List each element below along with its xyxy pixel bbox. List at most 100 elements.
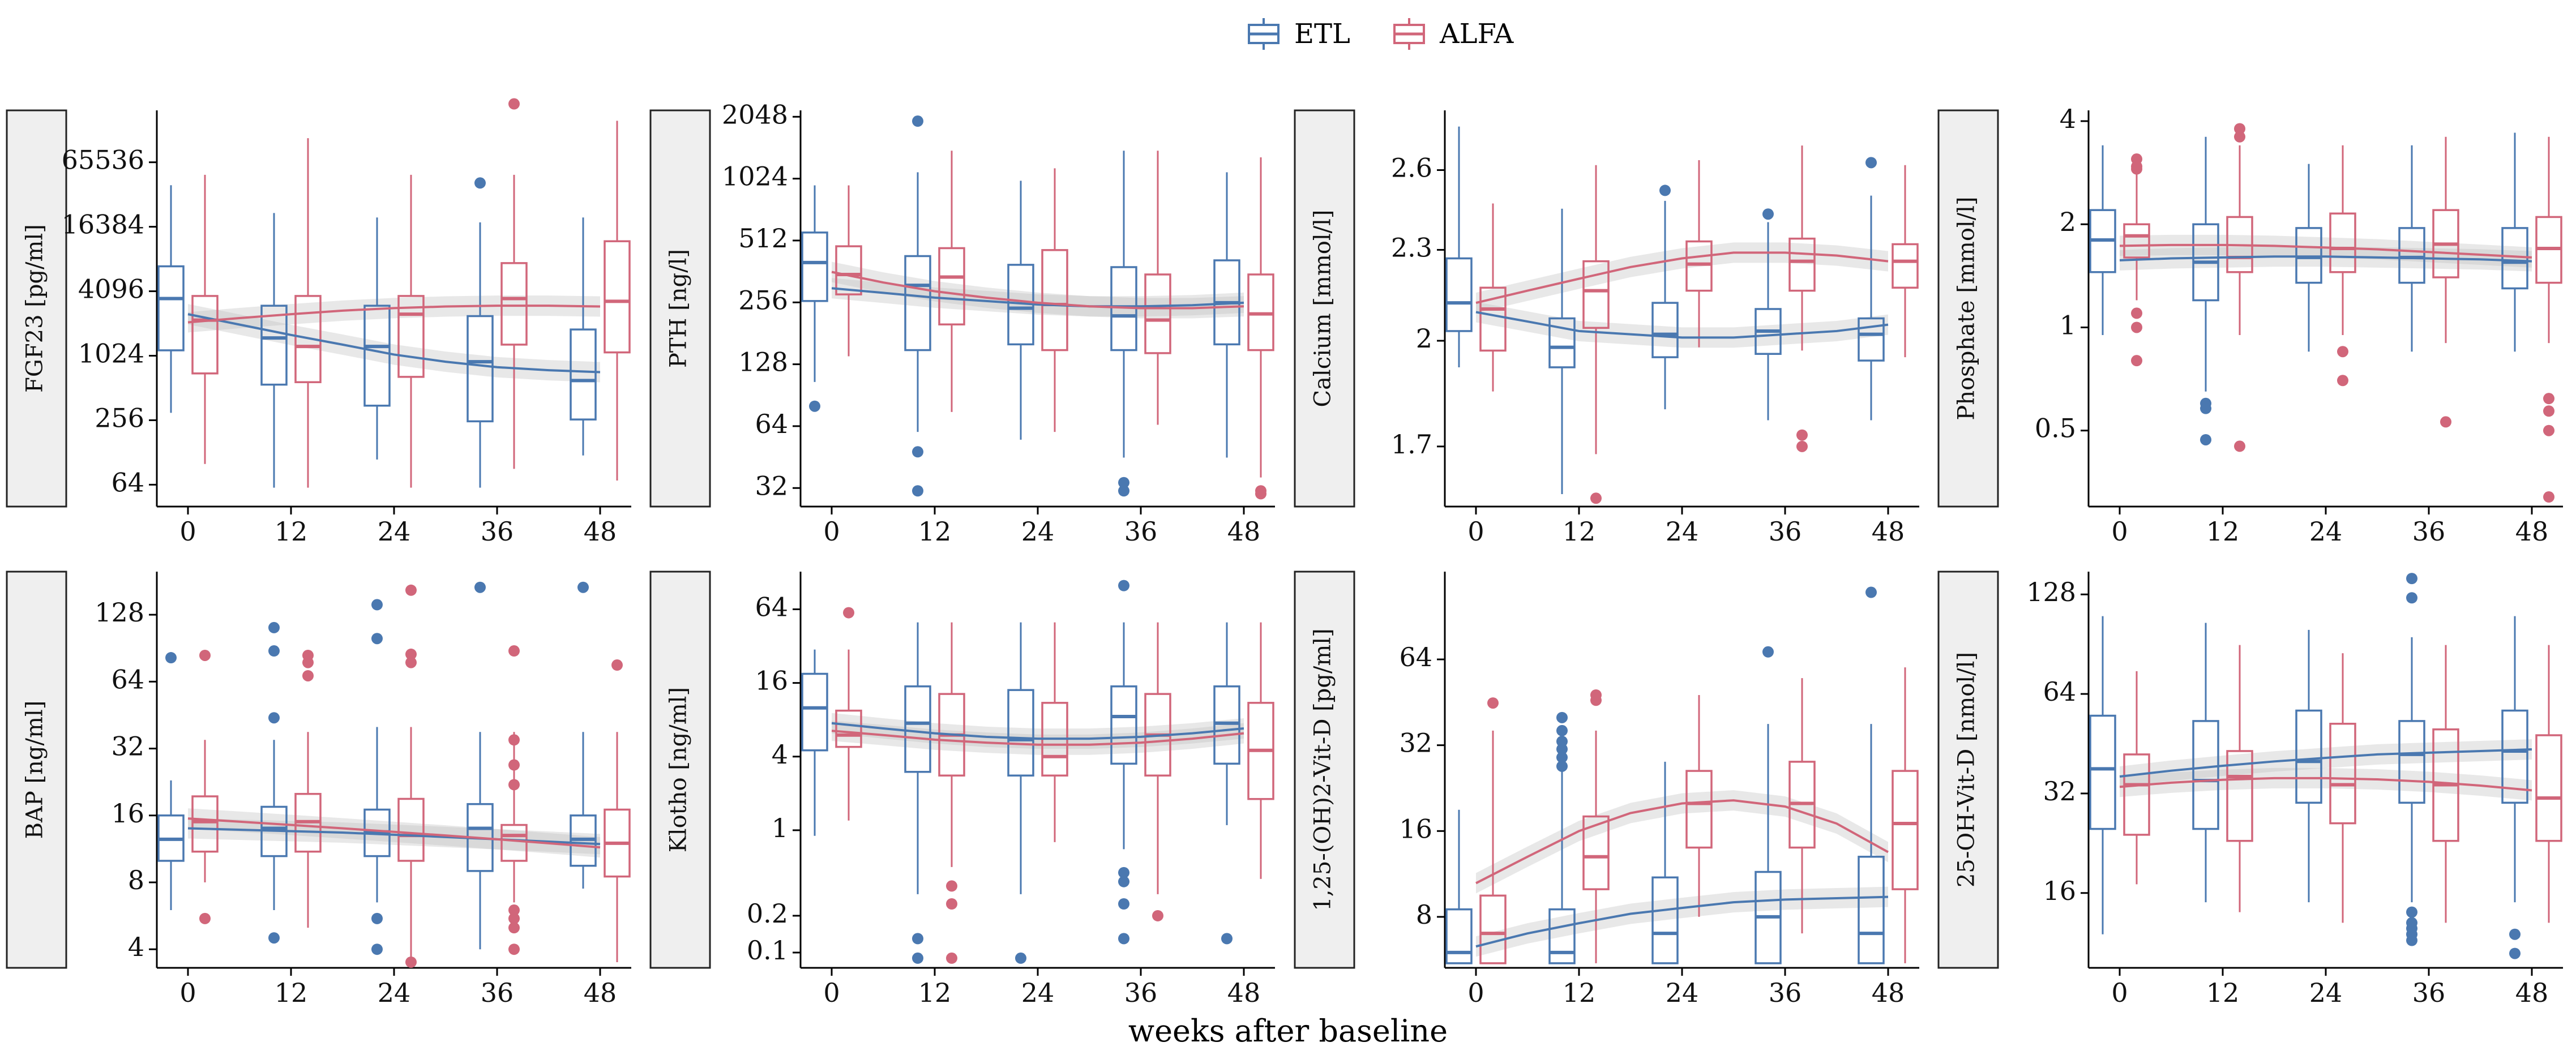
box-iqr [904, 255, 931, 351]
box-iqr [1041, 249, 1068, 351]
box-etl-week-48 [570, 581, 597, 889]
box-alfa-week-0 [1479, 203, 1507, 392]
outlier-point [1865, 586, 1877, 598]
facet-label: Calcium [mmol/l] [1310, 209, 1336, 407]
box-alfa-week-0 [835, 607, 862, 821]
y-tick-label: 512 [738, 223, 788, 254]
y-tick-label: 2 [1416, 323, 1432, 354]
outlier-point [946, 898, 957, 910]
x-tick-label: 0 [823, 977, 840, 1008]
box-alfa-week-36 [1144, 151, 1171, 425]
box-alfa-week-48 [1892, 165, 1919, 358]
y-tick-label: 4096 [78, 274, 144, 305]
box-etl-week-24 [1007, 622, 1034, 964]
box-iqr [1548, 908, 1576, 964]
box-iqr [467, 315, 494, 423]
outlier-point [2543, 405, 2554, 417]
box-etl-week-36 [1110, 580, 1137, 945]
y-tick-label: 16 [111, 798, 144, 829]
outlier-point [1221, 933, 1233, 945]
x-tick-label: 48 [2515, 977, 2549, 1008]
trend-ribbon-alfa [1476, 790, 1888, 894]
y-tick-label: 1 [2060, 310, 2076, 340]
facet-strip [1937, 571, 1999, 969]
box-etl-week-24 [2295, 164, 2322, 352]
y-tick-label: 0.2 [747, 898, 788, 929]
x-tick-label: 12 [2206, 977, 2240, 1008]
trend-line-etl [831, 287, 1244, 308]
legend-label-etl: ETL [1294, 18, 1350, 50]
box-iqr [1007, 689, 1034, 777]
shared-x-axis-label: weeks after baseline [1128, 1013, 1448, 1049]
box-alfa-week-0 [1479, 697, 1507, 964]
x-tick-label: 48 [2515, 516, 2549, 547]
box-iqr [2226, 750, 2253, 842]
outlier-point [2131, 163, 2142, 175]
outlier-point [371, 912, 383, 924]
y-tick-label: 0.5 [2035, 413, 2076, 444]
outlier-point [1556, 735, 1568, 747]
outlier-point [611, 659, 623, 671]
legend-key-etl [1246, 16, 1282, 52]
box-alfa-week-24 [397, 584, 425, 968]
y-tick-label: 32 [111, 731, 144, 762]
outlier-point [371, 944, 383, 955]
box-etl-week-48 [1858, 586, 1885, 964]
y-tick-label: 0.1 [747, 935, 788, 966]
outlier-point [1762, 646, 1774, 658]
box-etl-week-0 [2089, 616, 2116, 934]
facet-strip [649, 571, 711, 969]
outlier-point [2131, 355, 2142, 367]
outlier-point [1796, 440, 1808, 452]
outlier-point [912, 115, 923, 127]
box-iqr [397, 295, 425, 378]
y-tick-label: 1.7 [1391, 429, 1432, 460]
x-tick-label: 36 [481, 977, 514, 1008]
trend-line-alfa [831, 730, 1244, 746]
trend-line-alfa [831, 271, 1244, 310]
trend-line-etl [187, 313, 601, 374]
outlier-point [1015, 952, 1026, 964]
trend-line-etl [831, 722, 1244, 740]
y-tick-label: 32 [755, 470, 788, 501]
panel-7: 1,25-(OH)2-Vit-D [pg/ml] 8 16 32 64 0 12 24 36 48 [1294, 571, 1919, 1008]
outlier-point [2200, 434, 2211, 445]
y-tick-label: 64 [111, 467, 144, 498]
x-tick-label: 12 [1563, 977, 1596, 1008]
x-tick-label: 12 [918, 516, 952, 547]
trend-ribbon-alfa [2120, 767, 2532, 801]
box-iqr [570, 328, 597, 421]
box-alfa-week-48 [1247, 622, 1274, 879]
outlier-point [2337, 346, 2348, 358]
x-tick-label: 24 [1021, 977, 1055, 1008]
outlier-point [405, 584, 417, 596]
x-tick-label: 36 [481, 516, 514, 547]
y-tick-label: 256 [95, 402, 144, 433]
box-alfa-week-48 [2535, 136, 2562, 503]
outlier-point [1556, 743, 1568, 755]
box-alfa-week-12 [1582, 165, 1610, 504]
outlier-point [1762, 208, 1774, 220]
outlier-point [1659, 185, 1671, 196]
box-alfa-week-36 [1788, 678, 1816, 934]
trend-line-etl [1475, 895, 1889, 948]
box-etl-week-0 [157, 185, 185, 413]
x-tick-label: 0 [179, 516, 196, 547]
outlier-point [508, 645, 520, 657]
box-alfa-week-24 [1685, 160, 1713, 348]
box-iqr [801, 672, 828, 752]
box-alfa-week-36 [1144, 622, 1171, 921]
box-alfa-week-12 [294, 138, 322, 488]
box-iqr [2398, 227, 2425, 284]
outlier-point [946, 952, 957, 964]
box-etl-week-12 [904, 115, 931, 497]
outlier-point [2543, 491, 2554, 503]
outlier-point [1865, 157, 1877, 169]
box-iqr [2123, 753, 2150, 836]
box-iqr [1685, 240, 1713, 292]
x-tick-label: 24 [2309, 516, 2343, 547]
box-iqr [1445, 908, 1473, 964]
box-etl-week-12 [904, 622, 931, 964]
box-etl-week-36 [467, 581, 494, 950]
